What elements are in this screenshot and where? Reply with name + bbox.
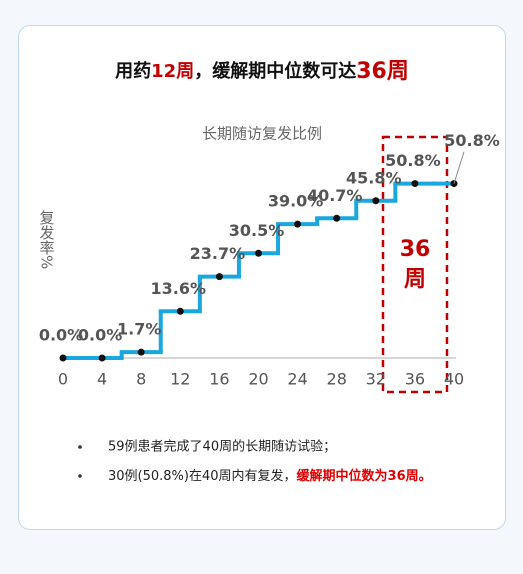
headline-part: 12周 (151, 61, 194, 82)
note-highlight: 缓解期中位数为36周。 (297, 468, 432, 484)
headline: 用药12周，缓解期中位数可达36周 (115, 59, 409, 84)
point (294, 220, 302, 228)
x-tick-label: 28 (327, 370, 347, 389)
leader-line (453, 151, 465, 184)
point (59, 354, 67, 362)
x-tick-label: 0 (58, 370, 68, 389)
x-tick-label: 36 (405, 370, 425, 389)
headline-part: 用药 (115, 60, 151, 82)
bullet (78, 445, 82, 449)
highlight-box (381, 135, 449, 394)
data-label: 30.5% (229, 221, 285, 240)
data-label: 40.7% (307, 186, 363, 205)
x-tick-label: 12 (170, 370, 190, 389)
x-tick-label: 24 (287, 370, 307, 389)
point (255, 249, 262, 257)
point (137, 348, 145, 356)
x-tick-label: 4 (97, 370, 107, 389)
data-label: 39.0% (268, 192, 324, 211)
point (411, 180, 419, 188)
annotation: 36 (400, 237, 431, 262)
annotation: 周 (404, 267, 426, 292)
x-tick-label: 16 (209, 370, 229, 389)
data-label: 0.0% (78, 326, 122, 345)
point (372, 197, 380, 205)
headline-part: 36周 (356, 59, 409, 84)
chart-title: 长期随访复发比例 (202, 125, 322, 143)
card (18, 25, 506, 530)
x-tick-label: 20 (248, 370, 268, 389)
headline-part: ，缓解期中位数可达 (194, 60, 356, 82)
x-tick-label: 8 (136, 370, 146, 389)
note: 59例患者完成了40周的长期随访试验； (108, 439, 336, 455)
note: 30例(50.8%)在40周内有复发，缓解期中位数为36周。 (108, 468, 432, 484)
data-label: 23.7% (190, 244, 246, 263)
y-axis-label: 复发率% (38, 209, 56, 269)
point (98, 354, 106, 362)
note-text: 30例(50.8%)在40周内有复发， (108, 468, 297, 484)
x-tick-label: 32 (366, 370, 386, 389)
data-label: 45.8% (346, 168, 402, 187)
bullet (78, 474, 82, 478)
data-label: 50.8% (385, 151, 441, 170)
data-label: 0.0% (39, 326, 83, 345)
point (215, 273, 223, 281)
data-label: 50.8% (444, 131, 500, 150)
point (176, 307, 184, 315)
data-label: 1.7% (117, 320, 161, 339)
point (333, 214, 341, 222)
x-tick-label: 40 (444, 370, 464, 389)
data-label: 13.6% (151, 279, 207, 298)
